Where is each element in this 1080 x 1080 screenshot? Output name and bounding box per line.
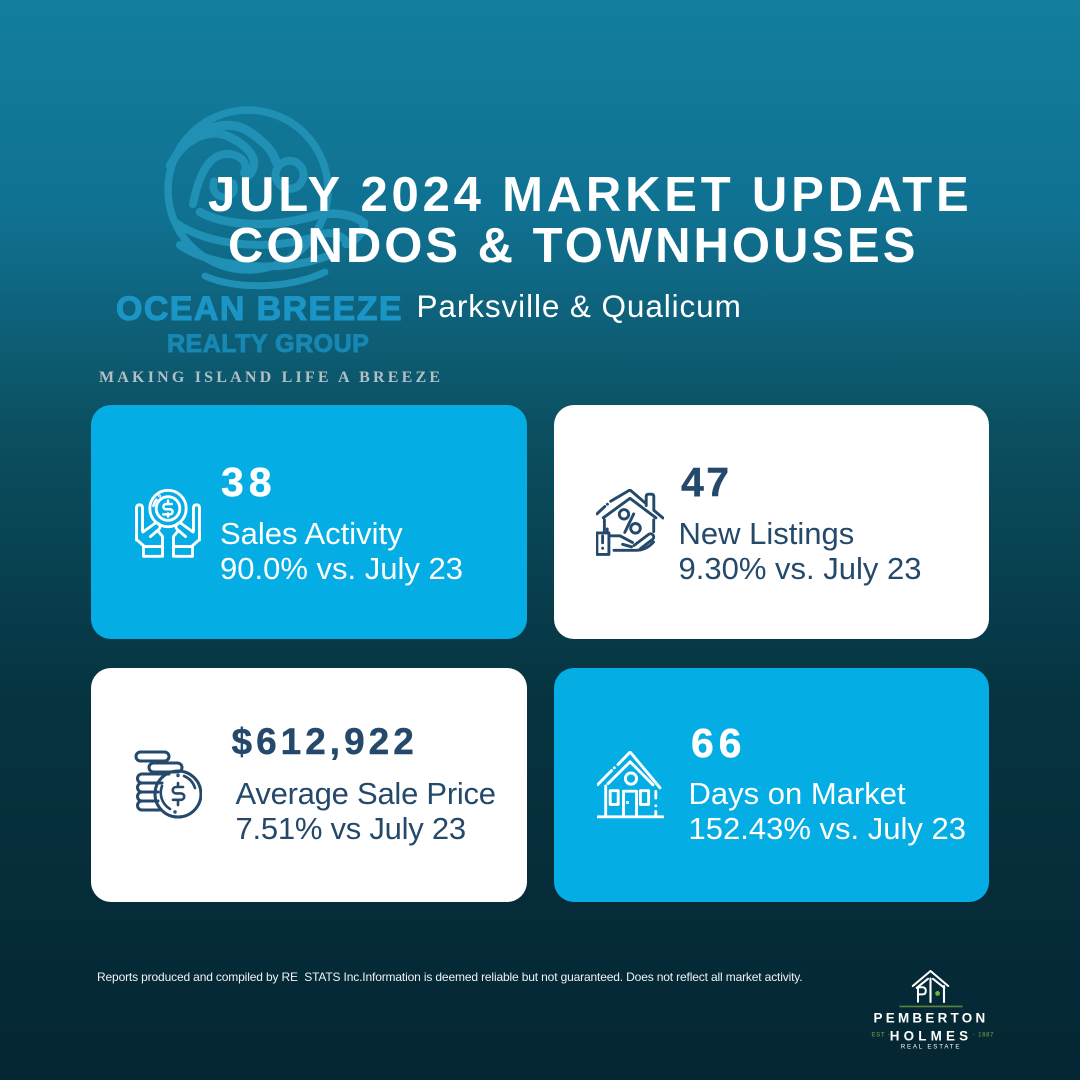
svg-text:REAL ESTATE: REAL ESTATE [901,1044,962,1051]
svg-text:EST ·: EST · [872,1033,891,1039]
svg-text:PEMBERTON: PEMBERTON [873,1011,988,1026]
svg-text:HOLMES: HOLMES [890,1029,972,1044]
svg-text:· 1887: · 1887 [973,1033,994,1039]
